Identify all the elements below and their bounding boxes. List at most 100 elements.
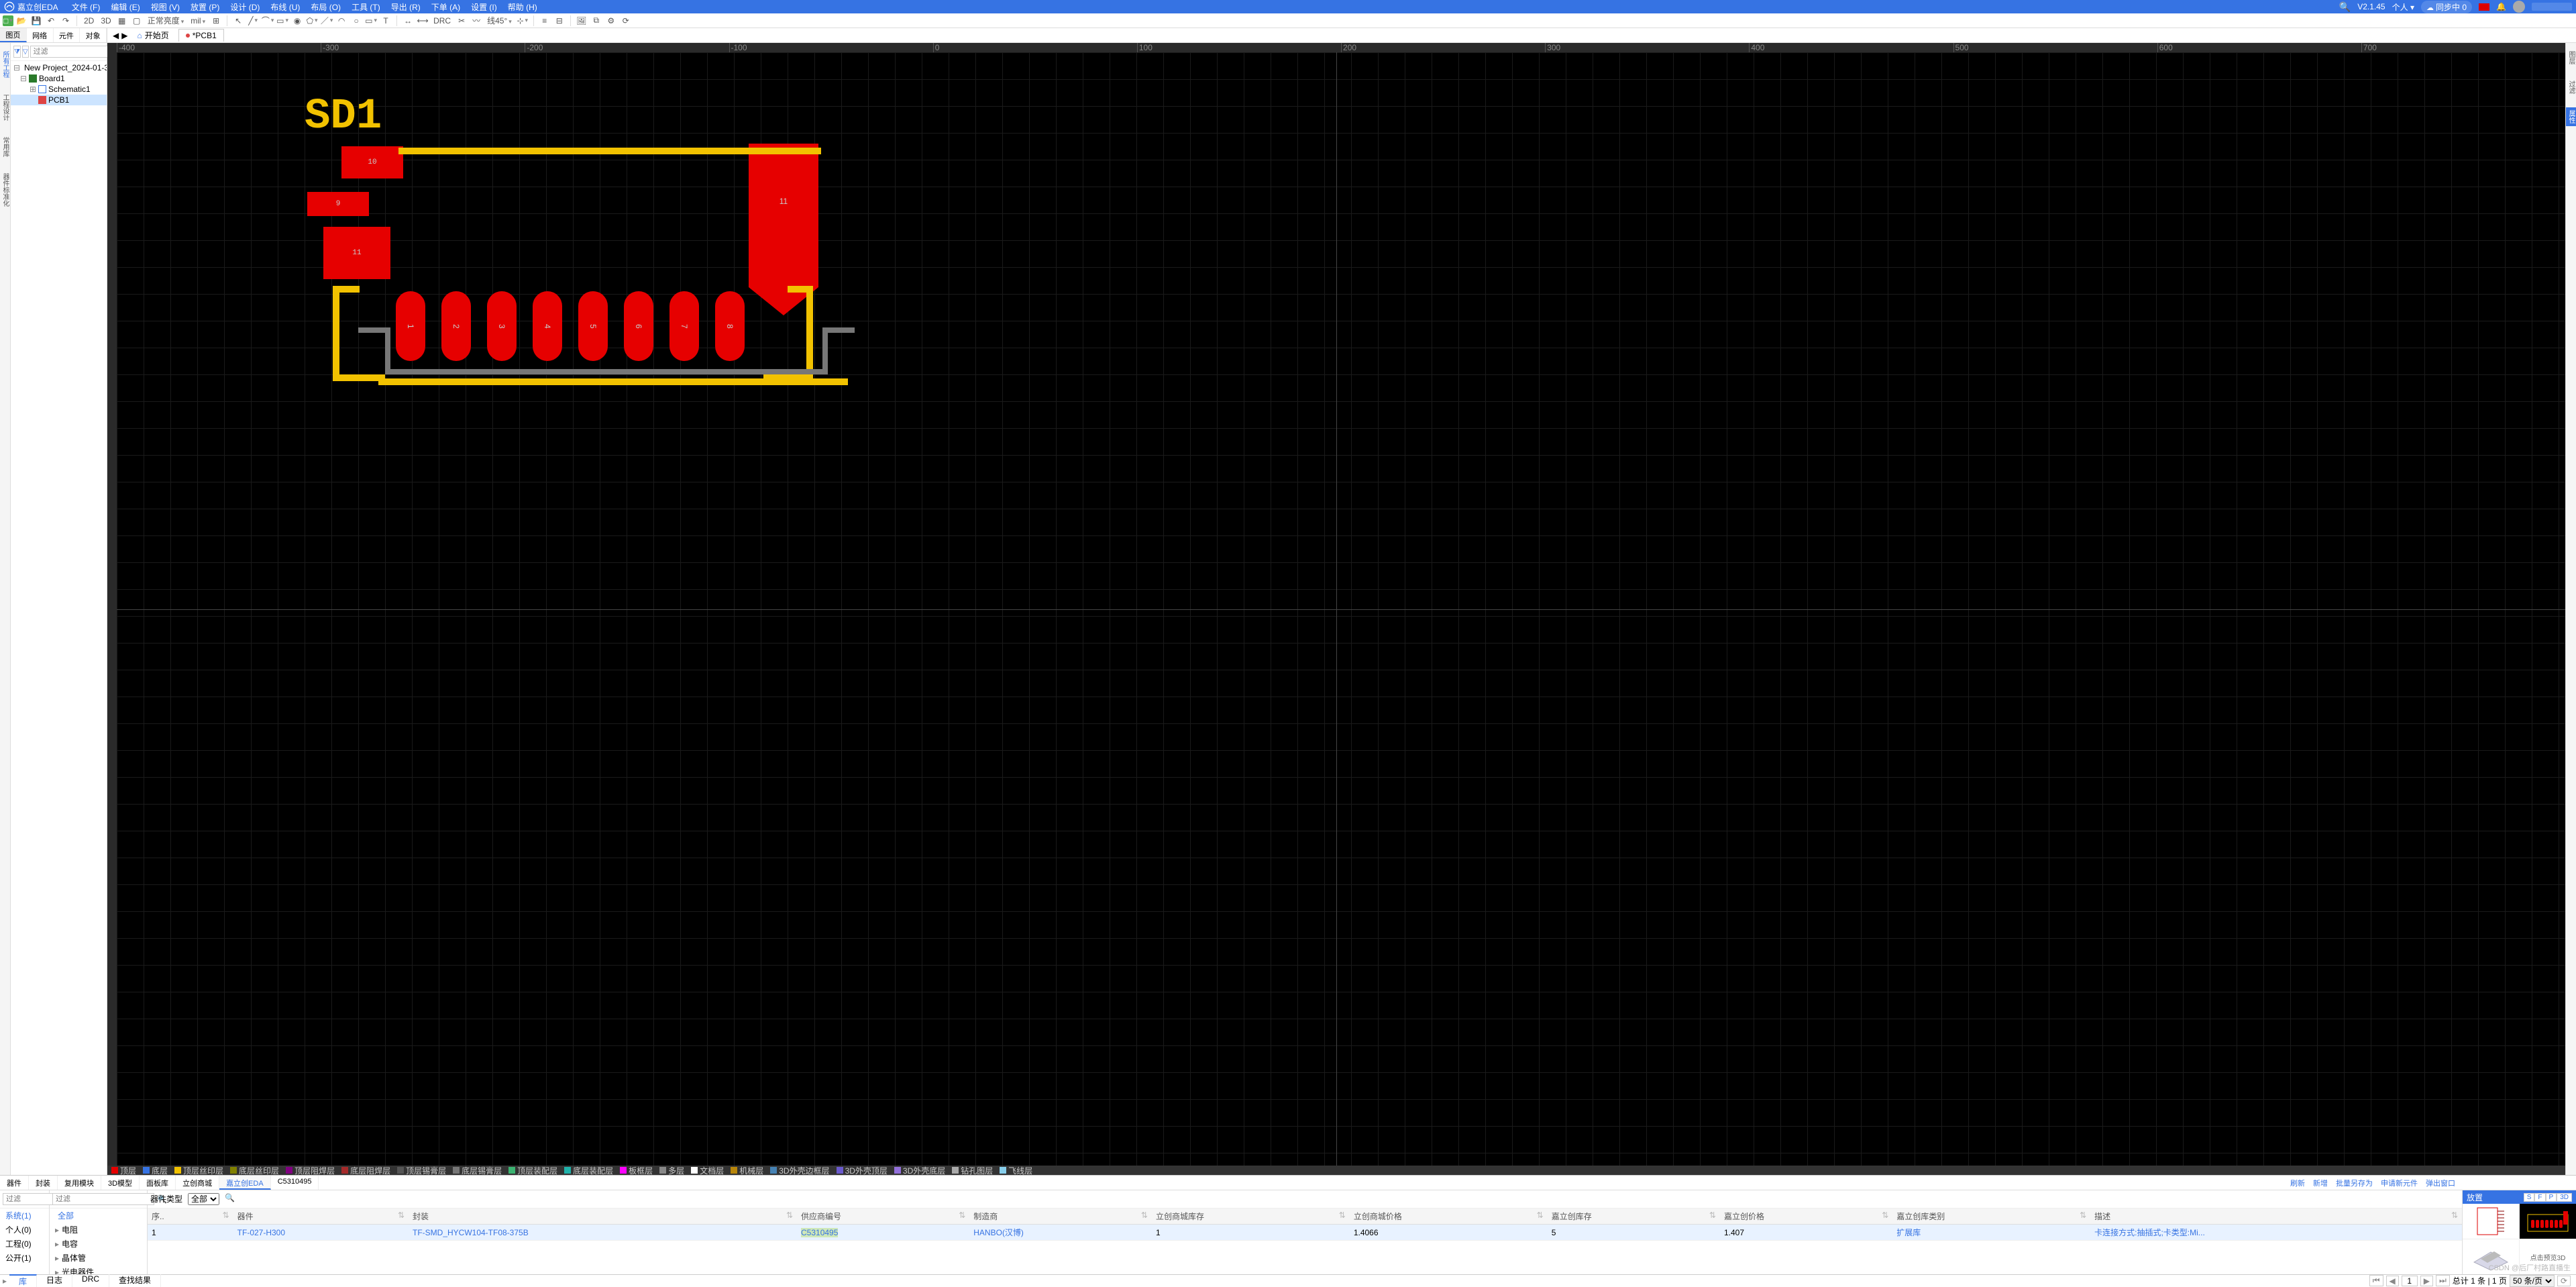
align-icon[interactable]: ≡ [538,14,551,28]
via-icon[interactable]: ◉ [290,14,304,28]
bottom-action[interactable]: 申请新元件 [2381,1178,2418,1188]
right-rail-item[interactable]: 过滤 [2566,78,2576,97]
left-tab[interactable]: 图页 [0,28,27,42]
layer-item[interactable]: 机械层 [731,1166,763,1175]
left-rail-item[interactable]: 所有工程 [0,48,10,81]
list-item[interactable]: ▸电阻 [50,1223,147,1237]
menu-item[interactable]: 布局 (O) [305,1,346,13]
column-header[interactable]: 描述⇅ [2090,1208,2462,1225]
new-button[interactable]: □ [3,15,13,26]
page-input[interactable] [2402,1276,2418,1286]
menu-item[interactable]: 帮助 (H) [502,1,543,13]
menu-item[interactable]: 文件 (F) [66,1,106,13]
view-3d[interactable]: 3D [98,16,113,25]
left-tab[interactable]: 元件 [54,28,80,42]
undo-icon[interactable]: ↶ [44,14,58,28]
preview-schematic[interactable] [2463,1204,2520,1239]
preview-pcb[interactable] [2520,1204,2576,1239]
save-icon[interactable]: 💾 [30,14,43,28]
layer-item[interactable]: 文档层 [691,1166,724,1175]
circle-icon[interactable]: ○ [350,14,363,28]
left-rail-item[interactable]: 工程设计 [0,91,10,123]
left-rail-item[interactable]: 器件标准化 [0,170,10,209]
open-icon[interactable]: 📂 [15,14,28,28]
list-item[interactable]: 全部 [50,1208,147,1223]
column-header[interactable]: 立创商城价格⇅ [1350,1208,1548,1225]
arc-icon[interactable]: ◠ [335,14,348,28]
column-header[interactable]: 供应商编号⇅ [797,1208,969,1225]
column-header[interactable]: 器件⇅ [233,1208,409,1225]
menu-item[interactable]: 下单 (A) [426,1,466,13]
distribute-icon[interactable]: ⊟ [553,14,566,28]
bell-icon[interactable]: 🔔 [2496,2,2506,11]
list-item[interactable]: 系统(1) [0,1208,49,1223]
preview-mode[interactable]: S [2524,1193,2535,1202]
per-page-select[interactable]: 50 条/页 [2510,1275,2555,1287]
layer-item[interactable]: 3D外壳边框层 [770,1166,829,1175]
nav-next-icon[interactable]: ▶ [121,31,127,40]
tree-schematic[interactable]: ⊞Schematic1 [11,84,107,95]
layers-icon[interactable]: ▦ [115,14,129,28]
drc-button[interactable]: DRC [431,16,453,25]
layer-item[interactable]: 3D外壳底层 [894,1166,945,1175]
bottom-action[interactable]: 批量另存为 [2336,1178,2373,1188]
right-rail-item[interactable]: 属性 [2566,107,2576,126]
page-refresh-icon[interactable]: ⟳ [2557,1276,2571,1286]
view-2d[interactable]: 2D [81,16,97,25]
list-item[interactable]: ▸电容 [50,1237,147,1251]
layer-item[interactable]: 底层丝印层 [230,1166,279,1175]
layer-item[interactable]: 底层锡膏层 [453,1166,502,1175]
page-next[interactable]: ▶ [2420,1276,2433,1286]
angle-select[interactable]: 线45° [484,15,515,26]
preview-mode[interactable]: P [2546,1193,2557,1202]
preview-mode[interactable]: F [2534,1193,2545,1202]
layer-item[interactable]: 3D外壳顶层 [837,1166,888,1175]
column-header[interactable]: 制造商⇅ [969,1208,1152,1225]
snap-icon[interactable]: ⊹ [516,14,529,28]
menu-item[interactable]: 设置 (I) [466,1,502,13]
route2-icon[interactable]: 〰 [470,14,483,28]
column-header[interactable]: 嘉立创库存⇅ [1548,1208,1720,1225]
polygon-icon[interactable]: ⬠ [305,14,319,28]
layer-item[interactable]: 底层 [143,1166,168,1175]
layer-item[interactable]: 底层装配层 [564,1166,613,1175]
menu-item[interactable]: 编辑 (E) [105,1,145,13]
bottom-tab[interactable]: 立创商城 [176,1176,219,1190]
tree-pcb[interactable]: PCB1 [11,95,107,105]
cut-icon[interactable]: ✂ [455,14,468,28]
layer-item[interactable]: 飞线层 [1000,1166,1032,1175]
funnel-icon[interactable]: ▽ [22,46,29,58]
bottom-tab[interactable]: 复用模块 [58,1176,101,1190]
page-last[interactable]: ⏭ [2436,1275,2450,1286]
status-tab[interactable]: DRC [72,1274,109,1287]
arc-route-icon[interactable]: ⌒ [261,14,274,28]
measure-icon[interactable]: ↔ [401,14,415,28]
avatar[interactable] [2513,1,2525,13]
cursor-icon[interactable]: ↖ [231,14,245,28]
bottom-tab[interactable]: 面板库 [140,1176,176,1190]
layer-item[interactable]: 顶层装配层 [508,1166,557,1175]
list-item[interactable]: ▸晶体管 [50,1251,147,1265]
bottom-action[interactable]: 刷新 [2290,1178,2305,1188]
image-icon[interactable]: 🖼 [575,14,588,28]
bottom-tab[interactable]: 器件 [0,1176,29,1190]
layer-item[interactable]: 多层 [659,1166,684,1175]
grid-icon[interactable]: ▢ [130,14,144,28]
layer-item[interactable]: 顶层丝印层 [174,1166,223,1175]
page-first[interactable]: ⏮ [2369,1275,2383,1286]
column-header[interactable]: 嘉立创价格⇅ [1720,1208,1892,1225]
route-icon[interactable]: ╱ [246,14,260,28]
status-tab[interactable]: 查找结果 [109,1274,161,1287]
status-tab[interactable]: 库 [9,1274,37,1287]
layer-item[interactable]: 板框层 [620,1166,653,1175]
bottom-tab[interactable]: C5310495 [271,1176,319,1190]
grid-toggle-icon[interactable]: ⊞ [209,14,223,28]
layer-item[interactable]: 顶层 [111,1166,136,1175]
bottom-action[interactable]: 弹出窗口 [2426,1178,2455,1188]
dimension-icon[interactable]: ⟷ [416,14,429,28]
redo-icon[interactable]: ↷ [59,14,72,28]
menu-item[interactable]: 视图 (V) [146,1,185,13]
bottom-action[interactable]: 新增 [2313,1178,2328,1188]
filter-icon[interactable]: ⧩ [13,46,21,58]
unit-select[interactable]: mil [188,16,208,25]
